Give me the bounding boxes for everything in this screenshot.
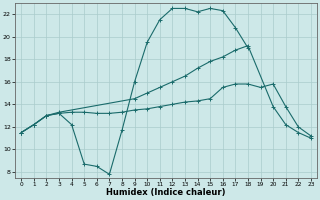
X-axis label: Humidex (Indice chaleur): Humidex (Indice chaleur) (106, 188, 226, 197)
